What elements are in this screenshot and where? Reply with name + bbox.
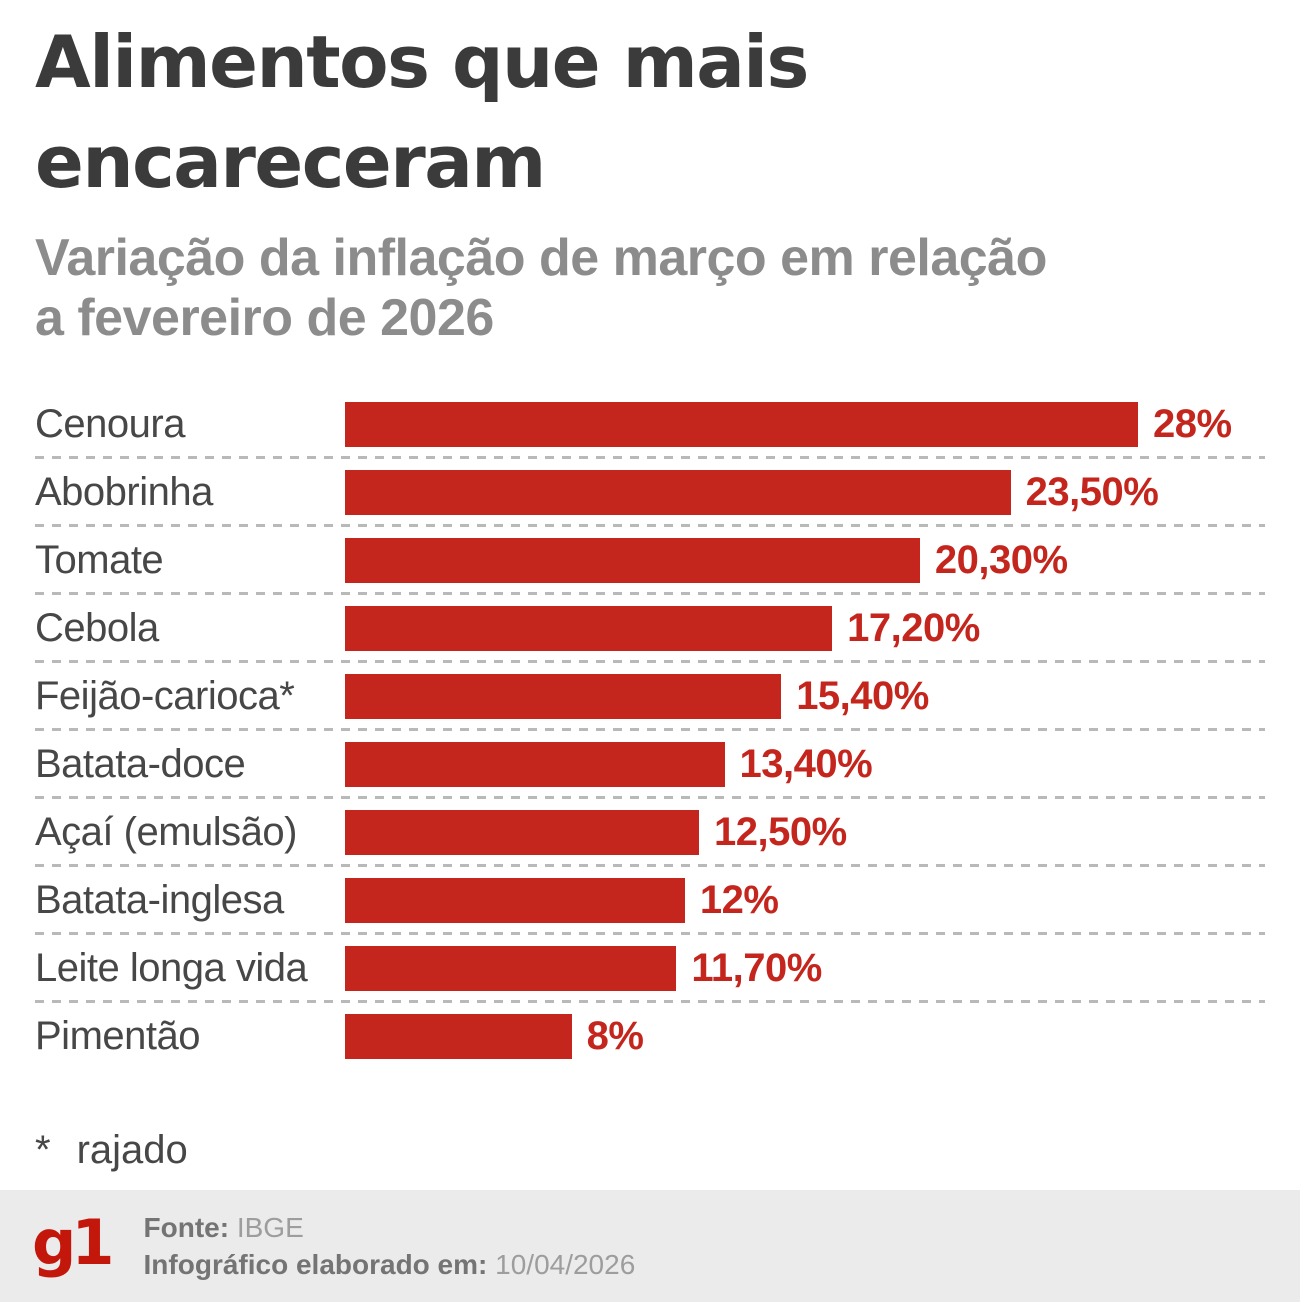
chart-row: Tomate 20,30% <box>35 526 1265 595</box>
bar-track: 17,20% <box>345 594 1265 662</box>
bar-track: 12% <box>345 866 1265 934</box>
bar-track: 11,70% <box>345 934 1265 1002</box>
bar-track: 20,30% <box>345 526 1265 594</box>
value-label: 12,50% <box>714 809 847 854</box>
infographic: Alimentos que mais encareceram Variação … <box>35 12 1265 1173</box>
bar <box>345 673 782 719</box>
value-label: 15,40% <box>796 673 929 718</box>
value-label: 12% <box>699 877 779 922</box>
title-line-2: encareceram <box>35 120 546 204</box>
bar-track: 12,50% <box>345 798 1265 866</box>
footer-source-value: IBGE <box>229 1212 304 1243</box>
footer-elaborated-value: 10/04/2026 <box>487 1249 636 1280</box>
footer-date-line: Infográfico elaborado em: 10/04/2026 <box>144 1246 636 1283</box>
category-label: Batata-inglesa <box>35 877 284 922</box>
footnote-asterisk: * <box>35 1128 51 1172</box>
value-label: 13,40% <box>739 741 873 786</box>
category-label: Cenoura <box>35 401 185 446</box>
category-label: Tomate <box>35 537 164 582</box>
bar <box>345 537 920 583</box>
subtitle-line-2: a fevereiro de 2026 <box>35 289 494 347</box>
chart-row: Abobrinha 23,50% <box>35 458 1265 527</box>
category-label: Leite longa vida <box>35 945 308 990</box>
value-label: 11,70% <box>691 945 822 990</box>
bar <box>345 809 699 855</box>
chart-row: Cebola 17,20% <box>35 594 1265 663</box>
bar-track: 8% <box>345 1002 1265 1070</box>
bar <box>345 1013 572 1059</box>
bar <box>345 877 685 923</box>
footer-source-line: Fonte: IBGE <box>144 1209 636 1246</box>
chart-row: Feijão-carioca* 15,40% <box>35 662 1265 731</box>
value-label: 17,20% <box>847 605 980 650</box>
bar-chart: Cenoura 28% Abobrinha 23,50% Tomate 20,3… <box>35 390 1265 1070</box>
bar <box>345 741 725 787</box>
subtitle-line-1: Variação da inflação de março em relação <box>35 229 1047 287</box>
bar-track: 28% <box>345 390 1265 458</box>
bar-track: 13,40% <box>345 730 1265 798</box>
value-label: 20,30% <box>934 537 1068 582</box>
value-label: 23,50% <box>1025 469 1159 514</box>
footer-source-label: Fonte: <box>143 1212 230 1243</box>
page-subtitle: Variação da inflação de março em relação… <box>35 228 1265 348</box>
bar <box>345 469 1011 515</box>
bar-track: 15,40% <box>345 662 1265 730</box>
bar <box>345 605 833 651</box>
chart-row: Pimentão 8% <box>35 1002 1265 1070</box>
chart-row: Batata-inglesa 12% <box>35 866 1265 935</box>
page-title: Alimentos que mais encareceram <box>35 12 1265 212</box>
chart-row: Açaí (emulsão) 12,50% <box>35 798 1265 867</box>
footnote-text: rajado <box>76 1128 188 1172</box>
bar <box>345 945 677 991</box>
footnote: * rajado <box>35 1128 1265 1173</box>
chart-row: Batata-doce 13,40% <box>35 730 1265 799</box>
footer-elaborated-label: Infográfico elaborado em: <box>143 1249 488 1280</box>
footer-bar: g1 Fonte: IBGE Infográfico elaborado em:… <box>0 1190 1300 1302</box>
value-label: 8% <box>586 1013 644 1058</box>
chart-row: Cenoura 28% <box>35 390 1265 459</box>
category-label: Batata-doce <box>35 741 246 786</box>
category-label: Cebola <box>35 605 159 650</box>
category-label: Abobrinha <box>35 469 213 514</box>
title-line-1: Alimentos que mais <box>35 20 809 104</box>
value-label: 28% <box>1153 401 1232 446</box>
category-label: Pimentão <box>35 1013 200 1058</box>
g1-logo: g1 <box>32 1206 115 1279</box>
bar <box>345 401 1138 447</box>
category-label: Feijão-carioca* <box>35 673 295 718</box>
chart-row: Leite longa vida 11,70% <box>35 934 1265 1003</box>
category-label: Açaí (emulsão) <box>35 809 297 854</box>
bar-track: 23,50% <box>345 458 1265 526</box>
footer-credits: Fonte: IBGE Infográfico elaborado em: 10… <box>144 1209 636 1283</box>
